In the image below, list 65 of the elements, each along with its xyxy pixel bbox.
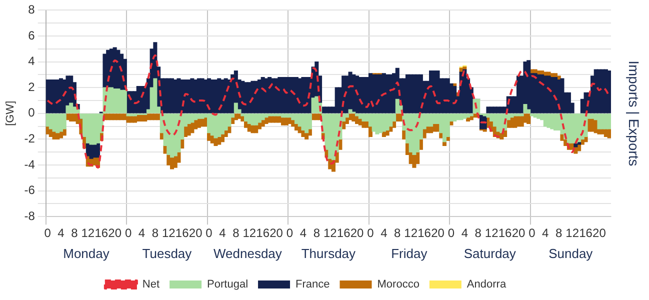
x-tick-label: 20 <box>350 226 364 240</box>
x-tick-label: 12 <box>81 226 95 240</box>
text: Monday <box>63 246 110 262</box>
x-tick-label: 4 <box>461 226 468 240</box>
x-tick-label: 8 <box>474 226 482 240</box>
x-tick-label: 4 <box>219 226 226 240</box>
x-tick-label: 16 <box>418 226 432 240</box>
y-axis-title: [GW] <box>4 100 17 126</box>
legend-label: Morocco <box>377 278 420 291</box>
x-tick-label: 20 <box>270 226 284 240</box>
x-tick-label: 0 <box>206 226 213 240</box>
x-tick-label: 20 <box>592 226 606 240</box>
y-tick-label: 4 <box>28 54 36 68</box>
x-tick-label: 8 <box>556 226 563 240</box>
x-tick-label: 0 <box>367 226 374 240</box>
legend-label: France <box>296 278 330 291</box>
legend-label: Net <box>142 278 160 291</box>
text: Wednesday <box>213 246 282 262</box>
x-tick-label: 4 <box>542 226 550 240</box>
x-tick-label: 20 <box>108 226 122 240</box>
x-tick-label: 8 <box>232 226 240 240</box>
text: Saturday <box>464 246 516 262</box>
y-tick-label: -6 <box>24 183 36 198</box>
x-tick-label: 0 <box>286 226 294 240</box>
x-tick-label: 12 <box>566 226 580 240</box>
text: Friday <box>391 246 428 262</box>
x-tick-label: 16 <box>579 226 593 240</box>
legend-label: Andorra <box>466 278 507 291</box>
y-tick-label: -8 <box>24 208 36 223</box>
x-tick-label: 20 <box>512 226 526 240</box>
x-tick-label: 8 <box>152 226 159 240</box>
x-tick-label: 20 <box>431 226 445 240</box>
y-tick-label: 2 <box>28 80 36 94</box>
legend-label: Portugal <box>207 278 248 291</box>
y-tick-label: 0 <box>28 106 36 120</box>
x-tick-label: 4 <box>138 226 146 240</box>
x-tick-label: 16 <box>498 226 512 240</box>
x-tick-label: 4 <box>300 226 307 240</box>
text: Thursday <box>301 246 356 262</box>
y-tick-label: -4 <box>24 157 36 172</box>
x-tick-label: 8 <box>313 226 320 240</box>
x-tick-label: 4 <box>58 226 65 240</box>
y2-axis-title: Imports | Exports <box>626 60 642 166</box>
x-tick-label: 0 <box>44 226 52 240</box>
x-tick-label: 12 <box>484 226 499 240</box>
text: Sunday <box>548 246 594 262</box>
x-tick-label: 4 <box>380 226 388 240</box>
x-tick-label: 12 <box>242 226 256 240</box>
x-tick-label: 8 <box>71 226 78 240</box>
x-tick-label: 20 <box>188 226 203 240</box>
x-tick-label: 16 <box>336 226 351 240</box>
x-tick-label: 0 <box>124 226 132 240</box>
x-tick-label: 8 <box>394 226 402 240</box>
x-tick-label: 16 <box>256 226 270 240</box>
x-tick-label: 12 <box>162 226 176 240</box>
x-tick-label: 16 <box>175 226 190 240</box>
x-tick-label: 16 <box>94 226 108 240</box>
x-tick-label: 12 <box>323 226 338 240</box>
y-tick-label: 6 <box>28 28 36 42</box>
x-tick-label: 12 <box>404 226 418 240</box>
x-tick-label: 0 <box>528 226 536 240</box>
text: Tuesday <box>142 246 192 262</box>
y-tick-label: -2 <box>24 132 36 146</box>
y-tick-label: 8 <box>28 2 36 17</box>
x-tick-label: 0 <box>448 226 455 240</box>
